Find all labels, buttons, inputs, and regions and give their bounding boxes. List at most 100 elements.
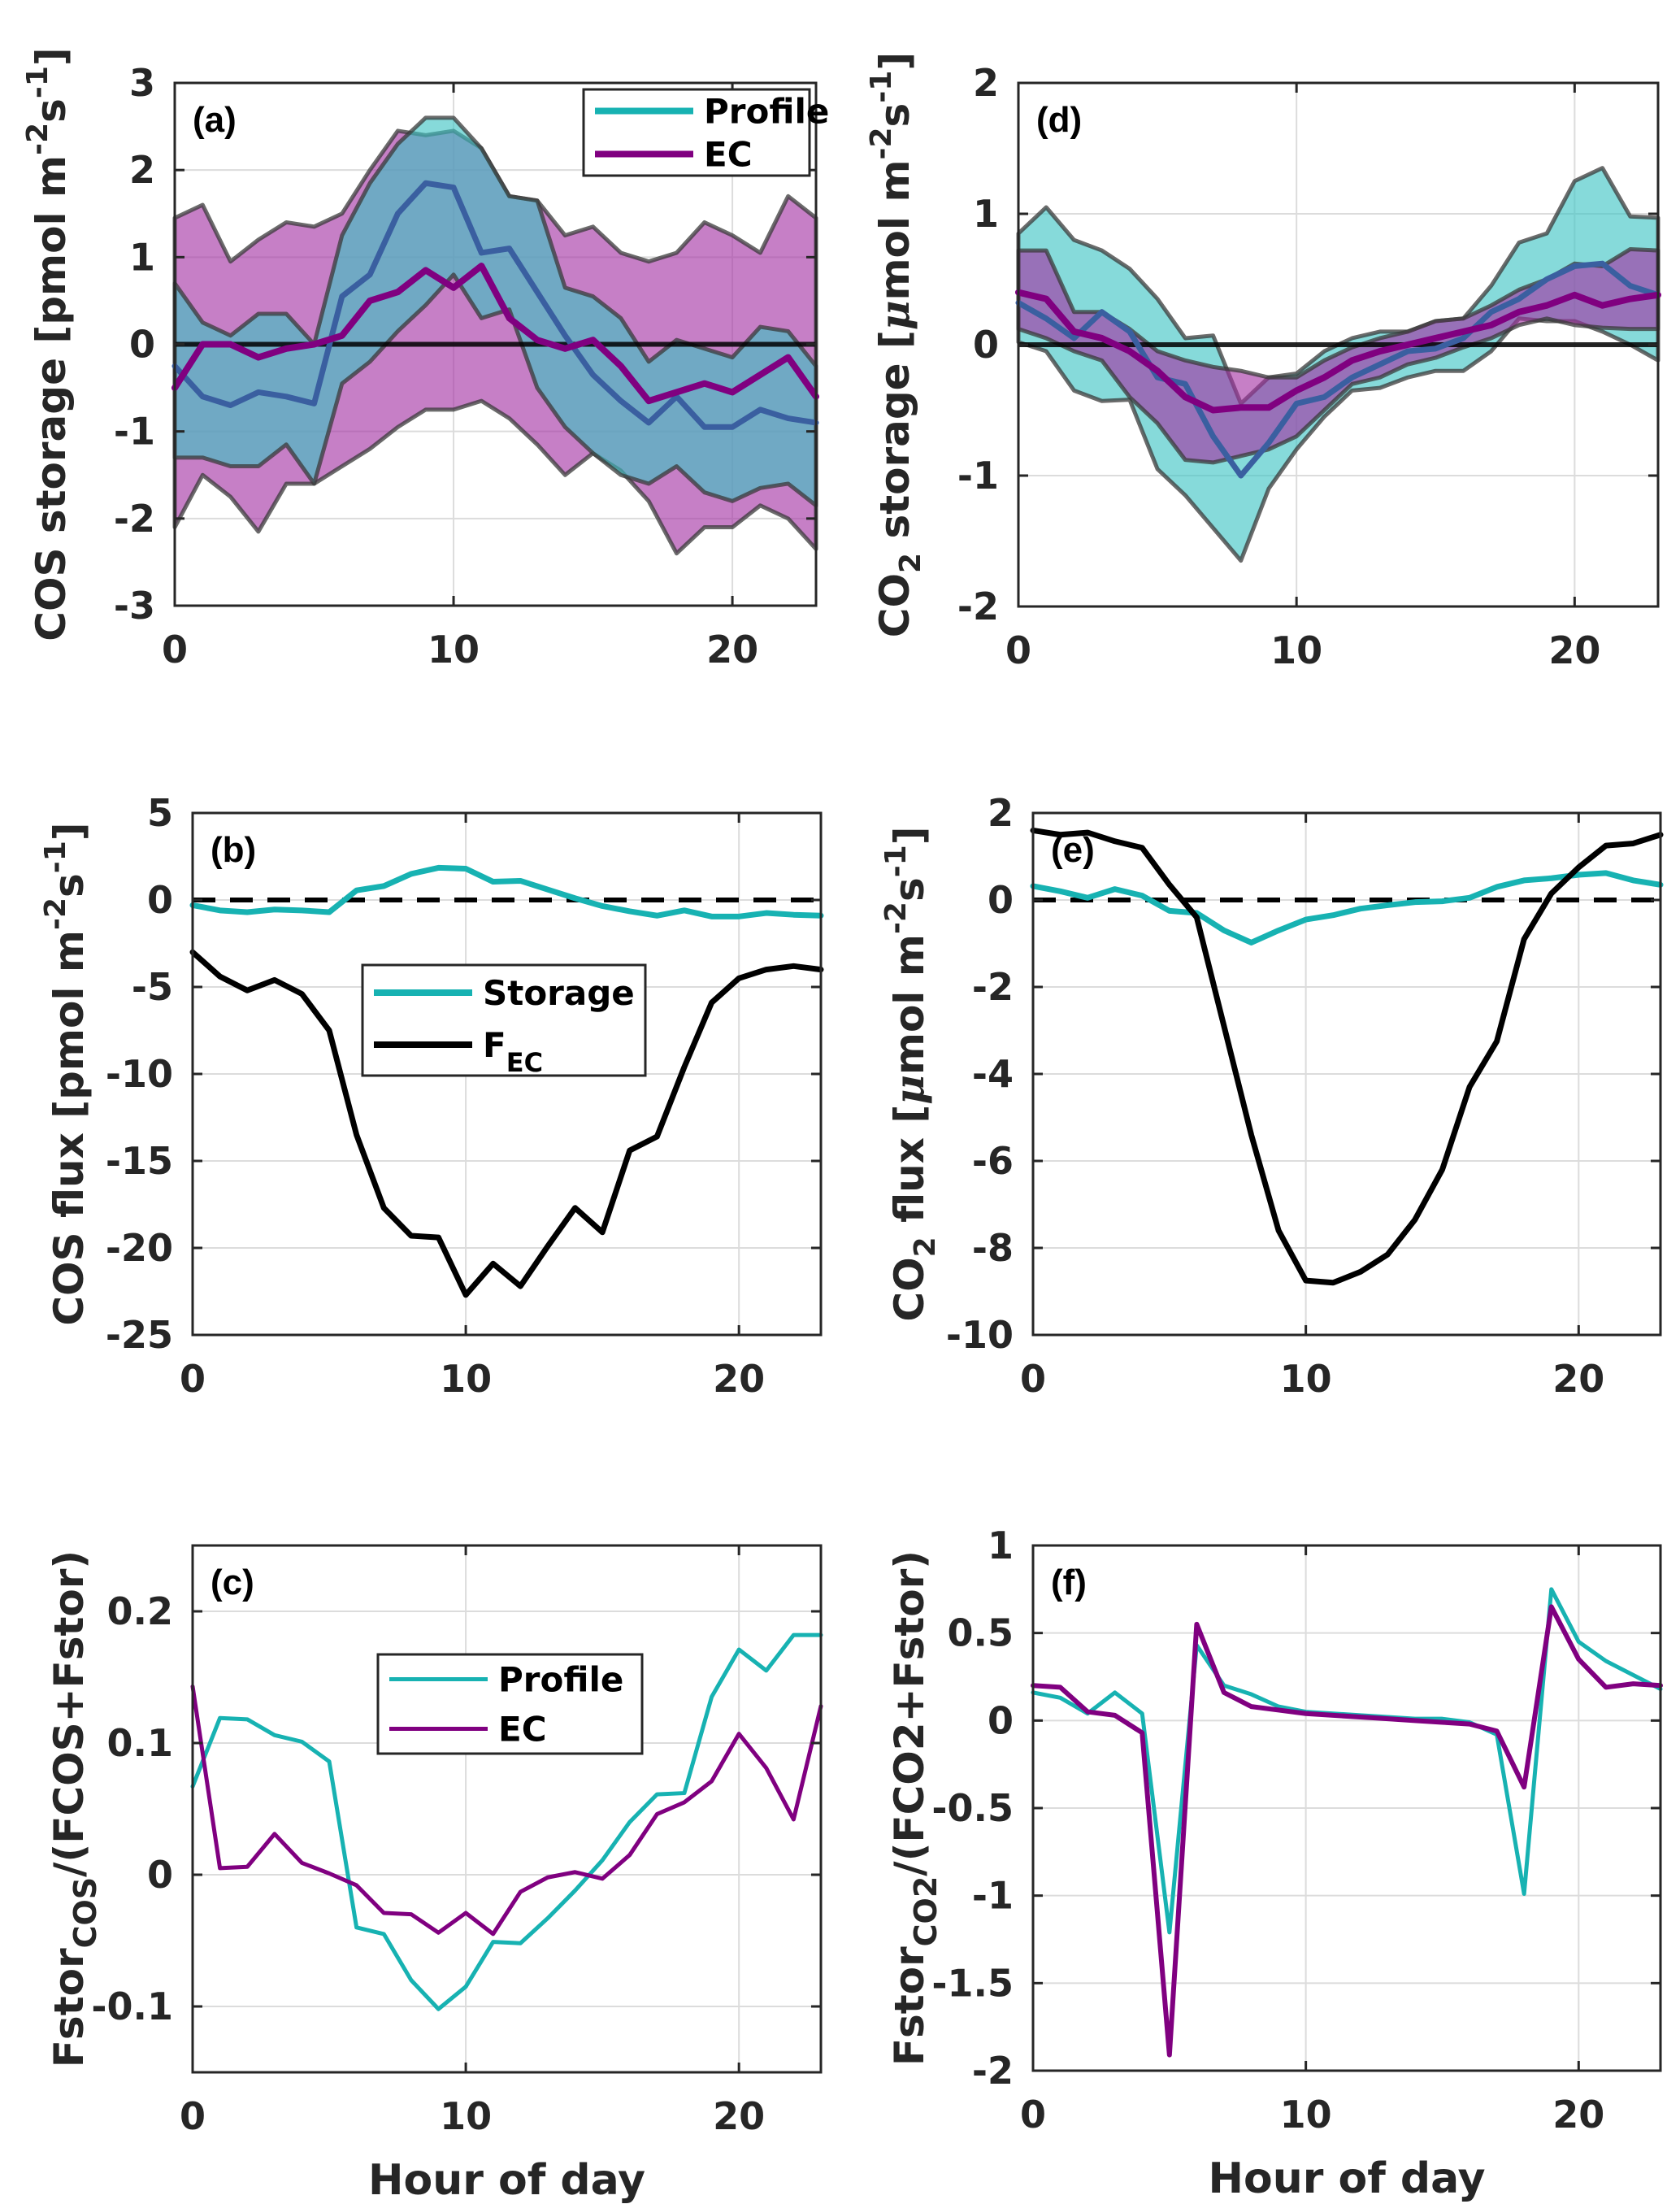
y-axis-label-part: -2 [879,902,913,934]
y-axis-label-part: CO2 [908,1876,944,1947]
y-tick-label: -25 [106,1313,173,1357]
y-tick-label: -10 [106,1052,173,1096]
x-tick-label: 0 [162,628,188,672]
y-tick-label: 0 [988,878,1014,922]
y-tick-label: -2 [114,497,155,541]
legend-label: Storage [483,973,635,1013]
x-tick-label: 10 [428,628,480,672]
legend-label-text: EC [498,1710,547,1750]
y-axis-label-part: -2 [39,898,72,930]
panel-label: (d) [1036,100,1082,140]
y-axis-label-part: COS [67,1877,103,1949]
legend-label-text: Profile [498,1660,623,1700]
y-axis-label-part: 2 [894,553,927,573]
y-tick-label: 2 [973,61,999,105]
panel-c: 0 10 20 -0.1 0 0.1 0.2 (c) FstorCOS/(FCOS+Fstor)… [46,1544,823,2204]
x-tick-label: 10 [440,2094,492,2138]
y-axis-label-part: /(FCO2+Fstor) [886,1550,933,1876]
y-axis-label-part: storage [ [871,330,918,553]
y-axis-label-part: mol m [871,159,918,300]
legend-label-subscript: EC [506,1047,543,1078]
y-tick-label: -1 [957,454,999,498]
y-axis-label-part: ] [886,826,933,845]
y-axis-label: FstorCOS/(FCOS+Fstor) [46,1550,103,2067]
y-axis-label-part: COS flux [pmol m [46,930,93,1326]
legend-label: FEC [483,1025,543,1078]
y-tick-label: 0 [973,323,999,367]
x-tick-label: 0 [1005,628,1031,672]
y-axis-label-part: -1 [879,845,913,877]
y-tick-label: 0 [988,1698,1014,1742]
y-axis-label-part: -2 [21,123,54,155]
legend-label-text: EC [704,135,753,175]
series-line-f-ec [189,949,824,1298]
panel-f: 0 10 20 -2 -1.5 -1 -0.5 0 0.5 1 (f) FstorCO2/(FCO2+… [886,1524,1663,2203]
y-tick-label: 1 [988,1524,1014,1567]
panel-label: (a) [193,100,237,140]
y-axis-label-part: Fstor [46,1948,93,2067]
plot-area [193,1545,821,2072]
legend-box [582,88,811,177]
y-axis-label: CO2 storage [μmol m-2s-1] [865,52,927,637]
y-axis-label-part: -1 [39,841,72,873]
y-tick-label: -6 [972,1139,1014,1183]
y-tick-label: 0 [147,878,173,922]
y-tick-label: 0.2 [107,1589,174,1633]
x-tick-label: 0 [1020,2093,1046,2137]
panel-label: (c) [211,1563,254,1602]
y-axis-label-part: ] [28,47,75,66]
y-axis-label-part: s [46,873,93,898]
y-tick-label: 5 [147,791,173,835]
y-tick-label: -4 [972,1052,1014,1096]
y-axis-label: FstorCO2/(FCO2+Fstor) [886,1550,944,2066]
y-tick-label: -0.1 [91,1984,173,2028]
y-axis-label-part: flux [ [886,1105,933,1237]
y-tick-label: -20 [106,1226,173,1270]
series-line-ec [190,1684,823,1937]
x-tick-label: 10 [440,1357,492,1401]
y-tick-label: 2 [988,791,1014,835]
legend-label: Profile [704,92,829,132]
series-line-profile [190,1632,823,2011]
panel-label: (e) [1051,830,1095,870]
y-axis-label-part: CO [871,573,918,637]
y-tick-label: -2 [957,585,999,628]
y-tick-label: 1 [973,192,999,236]
y-tick-label: -10 [946,1313,1014,1357]
y-tick-label: 0.1 [107,1721,174,1765]
y-tick-label: -1 [972,1874,1014,1918]
y-tick-label: -5 [132,965,173,1009]
y-tick-label: -2 [972,965,1014,1009]
y-axis-label-part: s [28,98,75,123]
y-tick-label: 1 [129,235,155,279]
series-line-profile [171,180,819,430]
y-tick-label: 3 [129,61,155,105]
legend-label: EC [704,135,753,175]
axes-box [191,1544,823,2074]
y-axis-label-part: -2 [865,127,898,159]
y-tick-label: -8 [972,1226,1014,1270]
y-axis-label-part: ] [46,822,93,841]
y-tick-label: 0 [147,1853,173,1897]
y-axis-label-part: CO [886,1257,933,1321]
series-line-ec [1031,1604,1663,2058]
y-axis-label-part: COS storage [pmol m [28,155,75,641]
x-tick-label: 0 [180,1357,206,1401]
y-axis-label-part: μ [870,301,918,331]
y-tick-label: -15 [106,1139,173,1183]
panel-label: (b) [211,830,256,870]
y-tick-label: -2 [972,2049,1014,2093]
y-axis-label-part: s [886,877,933,902]
x-axis-label: Hour of day [368,2156,645,2204]
x-tick-label: 0 [180,2094,206,2138]
y-axis-label: CO2 flux [μmol m-2s-1] [879,826,942,1321]
y-tick-label: 2 [129,148,155,192]
x-tick-label: 20 [1552,2093,1604,2137]
y-tick-label: -0.5 [931,1786,1014,1830]
x-tick-label: 10 [1270,628,1322,672]
x-tick-label: 10 [1280,2093,1332,2137]
x-tick-label: 0 [1020,1357,1046,1401]
x-tick-label: 10 [1280,1357,1332,1401]
